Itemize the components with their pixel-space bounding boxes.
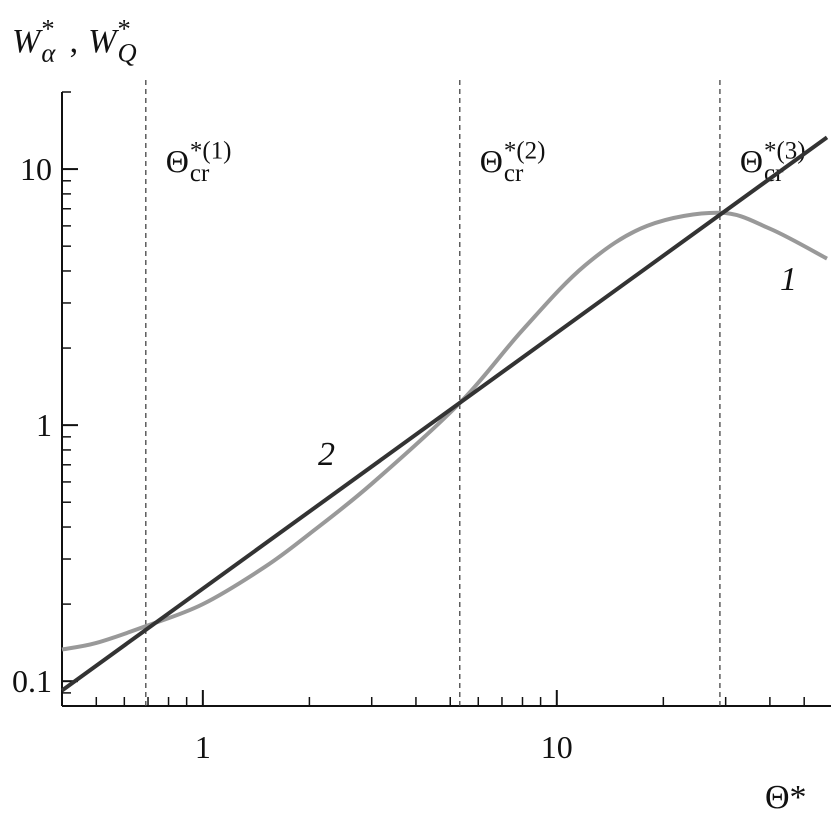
y-tick-label: 1 — [36, 407, 52, 443]
y-tick-label: 10 — [20, 151, 52, 187]
x-tick-label: 10 — [541, 729, 573, 765]
critical-label-sub: cr — [190, 160, 210, 187]
y-axis-label-base: W — [88, 23, 119, 60]
series-label: 1 — [780, 261, 797, 298]
y-axis-label-sub: α — [41, 38, 56, 68]
series-label: 2 — [318, 436, 335, 473]
critical-label-sub: cr — [504, 160, 524, 187]
y-axis-label-separator: , — [70, 23, 79, 60]
x-tick-label: 1 — [195, 729, 211, 765]
critical-label-sup: *(3) — [764, 138, 806, 165]
y-axis-label-sup: * — [41, 14, 54, 44]
critical-label-base: Θ — [166, 143, 189, 179]
critical-label-sup: *(1) — [190, 138, 232, 165]
critical-label-base: Θ — [480, 143, 503, 179]
y-axis-label-sub: Q — [117, 38, 136, 68]
x-axis-label: Θ* — [765, 779, 807, 816]
series-line — [60, 135, 829, 693]
series-line — [61, 210, 828, 652]
y-tick-label: 0.1 — [12, 663, 52, 699]
y-axis-label-base: W — [12, 23, 43, 60]
y-axis-label-sup: * — [117, 14, 130, 44]
critical-label-base: Θ — [740, 143, 763, 179]
critical-label-sup: *(2) — [504, 138, 546, 165]
